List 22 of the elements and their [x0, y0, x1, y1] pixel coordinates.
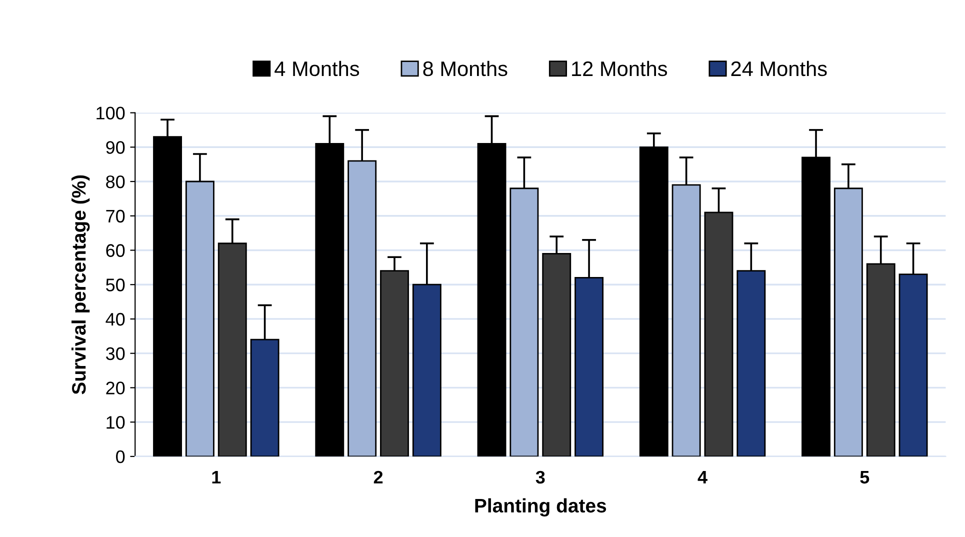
- legend-label: 8 Months: [423, 60, 508, 76]
- x-tick-label: 5: [860, 471, 870, 484]
- y-tick-label: 100: [96, 106, 125, 120]
- legend-label: 12 Months: [572, 60, 668, 76]
- y-tick-label: 80: [106, 175, 125, 188]
- legend-label: 24 Months: [731, 60, 827, 76]
- x-tick-label: 2: [374, 470, 383, 484]
- y-axis-title: Survival percentage (%): [71, 175, 90, 394]
- y-tick-label: 90: [106, 141, 125, 154]
- y-tick-label: 10: [106, 416, 125, 429]
- y-tick-label: 70: [106, 210, 125, 223]
- y-tick-label: 20: [106, 382, 125, 394]
- x-tick-label: 3: [536, 470, 545, 484]
- y-tick-label: 50: [106, 278, 125, 292]
- y-tick-label: 30: [106, 347, 125, 360]
- x-axis-title: Planting dates: [475, 498, 606, 516]
- x-tick-label: 4: [698, 471, 708, 484]
- x-tick-label: 1: [212, 471, 221, 484]
- y-tick-label: 40: [106, 312, 125, 326]
- y-tick-label: 0: [116, 450, 125, 464]
- y-tick-label: 60: [106, 244, 125, 257]
- legend-label: 4 Months: [274, 60, 360, 76]
